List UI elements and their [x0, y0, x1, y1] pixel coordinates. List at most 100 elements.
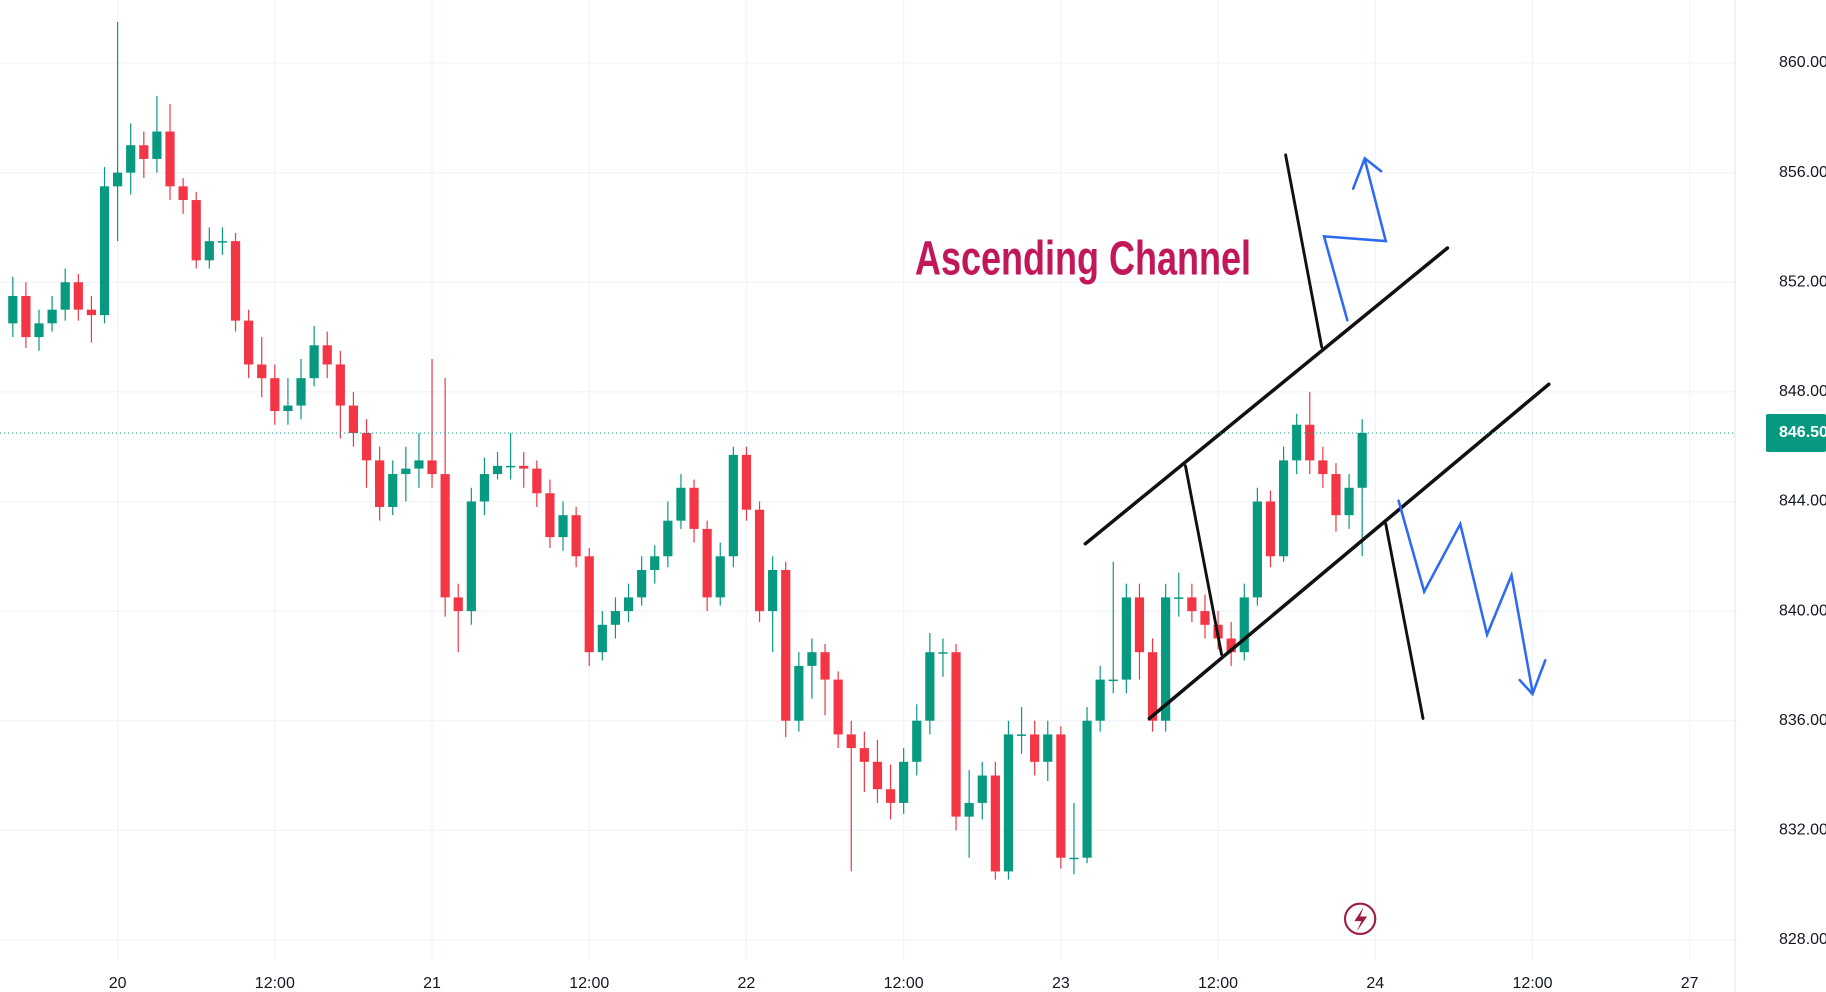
- candle-body: [309, 345, 319, 379]
- candle-body: [217, 241, 228, 243]
- y-tick-label: 828.00: [1779, 931, 1826, 948]
- y-tick-label: 856.00: [1779, 164, 1826, 181]
- candle-body: [1069, 857, 1079, 860]
- candle-body: [899, 761, 909, 803]
- candle-body: [1108, 679, 1118, 682]
- candle-body: [283, 405, 293, 412]
- candle-body: [427, 460, 437, 475]
- candle-body: [1056, 734, 1066, 858]
- channel-width-line: [1184, 464, 1224, 656]
- bearish-path: [1397, 499, 1534, 693]
- bearish-arrowhead: [1518, 658, 1547, 697]
- candle-body: [938, 652, 948, 654]
- candle-body: [1344, 487, 1354, 516]
- x-tick-label: 21: [423, 975, 441, 992]
- candle-body: [833, 679, 843, 735]
- x-tick-label: 12:00: [884, 975, 924, 992]
- candle-body: [885, 789, 896, 803]
- bullish-path: [1322, 158, 1388, 322]
- y-tick-label: 852.00: [1779, 273, 1826, 290]
- candle-body: [715, 556, 725, 598]
- y-tick-label: 848.00: [1779, 383, 1826, 400]
- x-tick-label: 20: [109, 975, 127, 992]
- candle-body: [925, 652, 935, 721]
- candle-body: [178, 186, 188, 201]
- candle-body: [139, 145, 149, 159]
- candle-body: [807, 652, 817, 666]
- y-tick-label: 860.00: [1779, 54, 1826, 71]
- candle-body: [126, 145, 136, 173]
- candle-body: [1147, 652, 1158, 721]
- candle-body: [388, 474, 398, 507]
- candle-body: [1239, 597, 1249, 653]
- candle-body: [964, 802, 974, 817]
- candle-body: [820, 652, 830, 680]
- drawings: [1083, 153, 1551, 935]
- candle-body: [859, 748, 869, 762]
- candle-body: [99, 186, 110, 316]
- channel-lower: [1147, 382, 1551, 721]
- candle-body: [663, 520, 673, 557]
- candle-body: [1357, 432, 1367, 488]
- candle-body: [191, 200, 201, 261]
- x-tick-label: 24: [1366, 975, 1384, 992]
- candle-body: [244, 320, 254, 365]
- last-price-box: [1766, 413, 1826, 452]
- event-icon[interactable]: [1343, 902, 1377, 935]
- candle-body: [414, 460, 424, 469]
- candle-body: [257, 364, 267, 379]
- candle-body: [781, 569, 791, 721]
- annotation: Ascending Channel: [915, 233, 1251, 286]
- y-tick-label: 844.00: [1779, 493, 1826, 510]
- candle-body: [86, 309, 97, 316]
- candle-body: [348, 405, 359, 433]
- candle-body: [545, 493, 555, 538]
- candle-body: [1043, 734, 1053, 762]
- candle-body: [270, 378, 280, 412]
- x-tick-label: 12:00: [569, 975, 609, 992]
- candle-body: [1030, 734, 1040, 762]
- candle-body: [1174, 597, 1184, 599]
- candle-body: [977, 775, 987, 803]
- x-tick-label: 27: [1681, 975, 1699, 992]
- candle-body: [1134, 597, 1145, 653]
- candle-body: [401, 468, 411, 475]
- candle-body: [60, 282, 70, 310]
- candle-body: [689, 487, 699, 529]
- candle-body: [623, 597, 634, 612]
- candle-body: [1003, 734, 1014, 872]
- candle-body: [1292, 424, 1302, 461]
- candle-body: [21, 295, 31, 338]
- candle-body: [1082, 720, 1092, 858]
- candle-body: [34, 323, 44, 338]
- candle-body: [571, 515, 581, 557]
- candle-body: [846, 734, 856, 749]
- candle-body: [637, 569, 647, 598]
- candle-body: [361, 432, 372, 461]
- candle-body: [990, 775, 1000, 872]
- bullish-arrowhead: [1351, 156, 1383, 190]
- candle-body: [1016, 734, 1027, 736]
- candle-body: [1318, 460, 1328, 475]
- candle-body: [73, 282, 83, 310]
- candle-body: [1278, 460, 1289, 557]
- candle-body: [912, 720, 922, 762]
- candle-body: [230, 241, 241, 321]
- candle-body: [558, 515, 568, 538]
- candle-body: [453, 597, 463, 612]
- candle-body: [1187, 597, 1197, 612]
- candle-body: [1161, 597, 1171, 721]
- candle-body: [296, 378, 306, 406]
- candle-body: [951, 652, 961, 817]
- candle-body: [1121, 597, 1131, 680]
- x-tick-label: 12:00: [1198, 975, 1238, 992]
- breakout-line: [1284, 153, 1324, 349]
- candle-body: [597, 624, 607, 653]
- candle-body: [204, 241, 214, 261]
- candle-body: [1252, 501, 1262, 598]
- candle-body: [532, 468, 542, 494]
- candle-body: [794, 665, 804, 721]
